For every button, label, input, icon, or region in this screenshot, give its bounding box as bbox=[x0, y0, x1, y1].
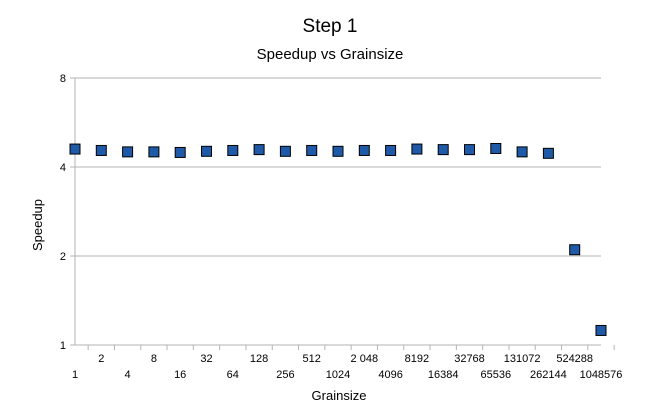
data-point bbox=[279, 145, 291, 157]
data-point bbox=[437, 144, 449, 156]
data-point bbox=[332, 145, 344, 157]
x-tick-label: 8192 bbox=[405, 353, 429, 365]
data-point bbox=[227, 144, 239, 156]
x-tick-label: 64 bbox=[227, 369, 239, 381]
grid-lines bbox=[75, 77, 601, 346]
x-tick-label: 512 bbox=[303, 353, 321, 365]
data-point bbox=[358, 144, 370, 156]
x-tick-label: 32 bbox=[200, 353, 212, 365]
x-tick-label: 524288 bbox=[556, 353, 593, 365]
data-point bbox=[148, 146, 160, 158]
chart-subtitle: Speedup vs Grainsize bbox=[256, 46, 404, 63]
y-tick-label: 2 bbox=[60, 251, 66, 263]
data-point bbox=[306, 144, 318, 156]
data-point bbox=[542, 147, 554, 159]
x-tick-label: 262144 bbox=[530, 369, 567, 381]
data-point bbox=[69, 143, 81, 155]
x-tick-label: 2 bbox=[98, 353, 104, 365]
data-point bbox=[464, 144, 475, 156]
x-tick-label: 1048576 bbox=[580, 369, 623, 381]
y-tick-labels: 1 2 4 8 bbox=[60, 73, 66, 352]
x-tick-label: 32768 bbox=[454, 353, 485, 365]
data-point bbox=[122, 146, 134, 158]
x-tick-label: 4 bbox=[125, 369, 131, 381]
data-point bbox=[490, 142, 502, 154]
x-tick-label: 16384 bbox=[428, 369, 459, 381]
data-point bbox=[253, 144, 265, 156]
data-point bbox=[385, 144, 397, 156]
data-point bbox=[516, 146, 528, 158]
x-tick-label: 2 048 bbox=[351, 353, 379, 365]
x-tick-label: 128 bbox=[250, 353, 268, 365]
x-tick-label: 256 bbox=[276, 369, 294, 381]
data-point bbox=[174, 146, 186, 158]
x-axis-label: Grainsize bbox=[312, 388, 367, 403]
x-tick-label: 16 bbox=[174, 369, 186, 381]
data-point bbox=[201, 145, 212, 157]
chart-title: Step 1 bbox=[302, 16, 358, 37]
y-tick-label: 4 bbox=[60, 162, 66, 174]
data-point bbox=[411, 143, 423, 155]
data-point bbox=[95, 144, 107, 156]
data-points bbox=[69, 142, 607, 336]
x-tick-label: 1 bbox=[72, 369, 78, 381]
y-tick-label: 1 bbox=[60, 340, 66, 352]
x-tick-label: 4096 bbox=[378, 369, 402, 381]
x-tick-label: 65536 bbox=[481, 369, 512, 381]
data-point bbox=[569, 244, 581, 256]
y-tick-label: 8 bbox=[60, 73, 66, 85]
data-point bbox=[595, 324, 607, 336]
y-axis-label: Speedup bbox=[30, 199, 45, 251]
x-tick-label: 8 bbox=[151, 353, 157, 365]
x-tick-label: 131072 bbox=[504, 353, 541, 365]
x-tick-label: 1024 bbox=[326, 369, 350, 381]
axes bbox=[70, 77, 615, 350]
